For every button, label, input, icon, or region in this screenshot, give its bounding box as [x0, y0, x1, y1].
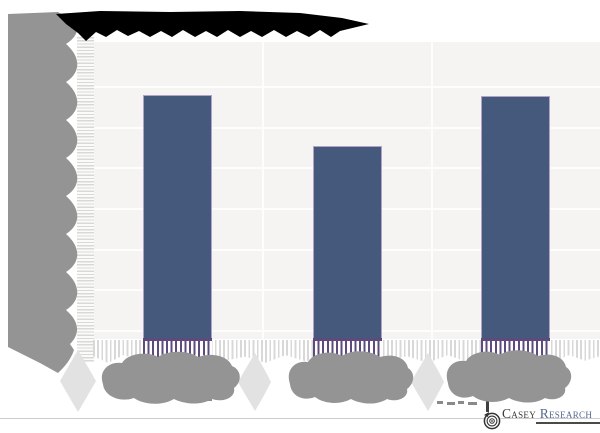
redacted-x-label-cloud-1: [101, 351, 240, 404]
redaction-diamond-2: [238, 353, 271, 411]
logo-word-casey: Casey: [502, 406, 537, 421]
casey-research-wordmark: Casey Research: [502, 406, 592, 422]
redaction-diamond-3: [411, 353, 444, 411]
v-gridline: [431, 42, 433, 339]
casey-research-logo-icon: [483, 412, 501, 430]
redacted-y-axis-labels: [77, 37, 94, 362]
logo-underline: [536, 422, 600, 424]
bar-1: [143, 95, 212, 339]
redacted-y-axis-blob: [8, 12, 78, 373]
cloud-drip-stem: [486, 399, 489, 412]
redaction-diamond-1: [60, 350, 96, 412]
casey-research-logo: Casey Research: [483, 404, 600, 430]
logo-word-research: Research: [539, 406, 593, 421]
bar-3: [481, 96, 550, 339]
redacted-title-scribble: [56, 11, 369, 41]
h-gridline: [93, 86, 600, 88]
v-gridline: [262, 42, 264, 339]
redacted-x-label-cloud-2: [288, 351, 414, 404]
redacted-x-label-cloud-3: [446, 350, 572, 403]
bar-2: [313, 145, 382, 339]
h-gridline: [93, 127, 600, 129]
footer-separator-line: [0, 418, 600, 419]
